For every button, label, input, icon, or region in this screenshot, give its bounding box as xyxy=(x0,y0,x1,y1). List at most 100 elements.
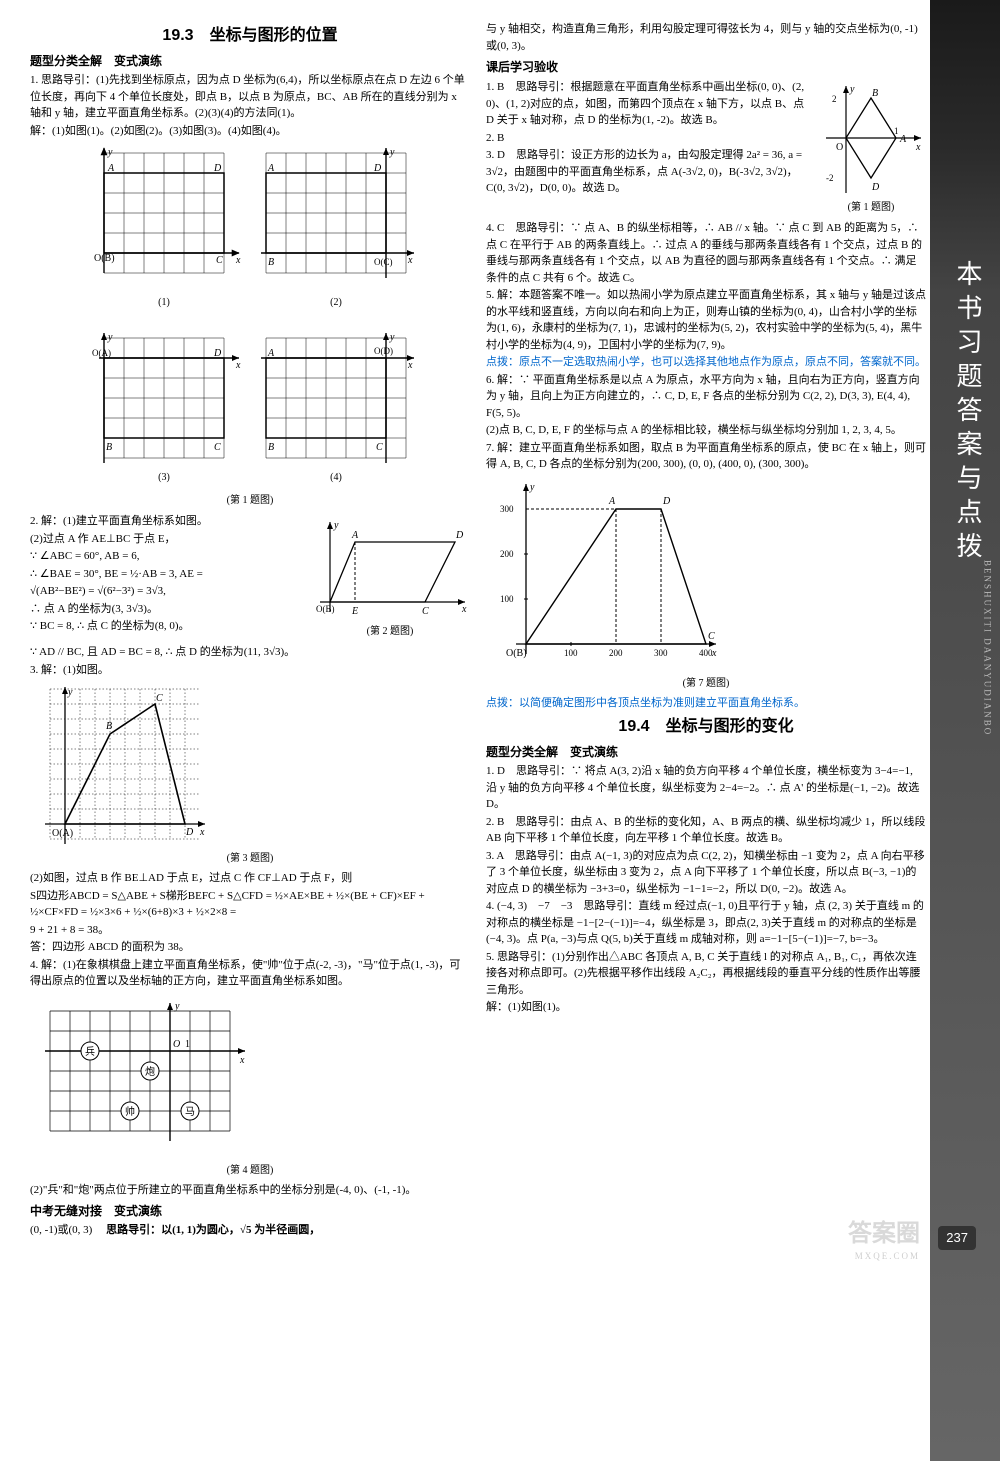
side-title: 本书习题答案与点拨 xyxy=(948,260,987,566)
svg-text:D: D xyxy=(185,827,194,838)
svg-text:D: D xyxy=(213,348,222,359)
svg-text:O(B): O(B) xyxy=(94,253,115,264)
q2-g: ∵ BC = 8, ∴ 点 C 的坐标为(8, 0)。 xyxy=(30,618,302,635)
svg-text:O: O xyxy=(173,1039,180,1050)
q3-c: S四边形ABCD = S△ABE + S梯形BEFC + S△CFD = ½×A… xyxy=(30,888,470,921)
kh1-block: 1. B 思路导引：根据题意在平面直角坐标系中画出坐标(0, 0)、(2, 0)… xyxy=(486,78,926,219)
zk-cont: 与 y 轴相交，构造直角三角形，利用勾股定理可得弦长为 4，则与 y 轴的交点坐… xyxy=(486,21,926,54)
q3-a: 3. 解：(1)如图。 xyxy=(30,662,470,679)
svg-text:2: 2 xyxy=(832,94,837,104)
fig1-2: A D B x y O(C) (2) xyxy=(256,143,416,314)
svg-text:x: x xyxy=(915,142,921,153)
svg-text:y: y xyxy=(174,1001,180,1012)
left-column: 19.3 坐标与图形的位置 题型分类全解 变式演练 1. 思路导引：(1)先找到… xyxy=(30,20,470,1240)
svg-text:y: y xyxy=(389,147,395,158)
page-number-badge: 237 xyxy=(938,1226,976,1250)
kh5b: 点拨：原点不一定选取热闹小学，也可以选择其他地点作为原点，原点不同，答案就不同。 xyxy=(486,354,926,371)
svg-text:O(C): O(C) xyxy=(374,257,393,267)
q3-d: 9 + 21 + 8 = 38。 xyxy=(30,922,470,939)
s194-q5b: 解：(1)如图(1)。 xyxy=(486,999,926,1016)
svg-text:y: y xyxy=(333,520,339,531)
svg-text:B: B xyxy=(106,721,112,732)
svg-text:B: B xyxy=(268,257,274,268)
svg-text:兵: 兵 xyxy=(85,1045,95,1058)
q1-sol: 解：(1)如图(1)。(2)如图(2)。(3)如图(3)。(4)如图(4)。 xyxy=(30,123,470,140)
svg-text:O: O xyxy=(836,142,843,153)
fig1-cap-4: (4) xyxy=(256,470,416,485)
kh7-fig-label: (第 7 题图) xyxy=(486,676,926,691)
s194-q1: 1. D 思路导引：∵ 将点 A(3, 2)沿 x 轴的负方向平移 4 个单位长… xyxy=(486,763,926,813)
svg-text:O(B): O(B) xyxy=(316,604,335,614)
svg-text:E: E xyxy=(351,606,358,617)
svg-text:y: y xyxy=(529,482,535,493)
fig2-svg: O(B) A D C E x y xyxy=(310,512,470,622)
q3-b: (2)如图，过点 B 作 BE⊥AD 于点 E，过点 C 作 CF⊥AD 于点 … xyxy=(30,870,470,887)
svg-text:炮: 炮 xyxy=(145,1065,155,1078)
kh6a: 6. 解：∵ 平面直角坐标系是以点 A 为原点，水平方向为 x 轴，且向右为正方… xyxy=(486,372,926,422)
q2-a: 2. 解：(1)建立平面直角坐标系如图。 xyxy=(30,513,302,530)
kh7-fig: O(B) 100 200 300 400 100 200 300 A D C x… xyxy=(486,474,926,691)
svg-text:400: 400 xyxy=(699,648,713,658)
zk-lead: 思路导引：以(1, 1)为圆心，√5 为半径画圆， xyxy=(106,1224,320,1236)
fig4: 兵 炮 帅 马 O 1 x y (第 4 题图) xyxy=(30,991,470,1178)
svg-text:x: x xyxy=(407,360,413,371)
kh6b: (2)点 B, C, D, E, F 的坐标与点 A 的坐标相比较，横坐标与纵坐… xyxy=(486,422,926,439)
watermark-url: MXQE.COM xyxy=(855,1250,920,1264)
q2-f: ∴ 点 A 的坐标为(3, 3√3)。 xyxy=(30,601,302,618)
subhead-kh: 课后学习验收 xyxy=(486,58,926,76)
fig1-3: O(A) D B C x y (3) xyxy=(84,318,244,489)
kh2: 2. B xyxy=(486,130,808,147)
svg-text:x: x xyxy=(235,360,241,371)
svg-text:x: x xyxy=(199,827,205,838)
svg-text:C: C xyxy=(422,606,429,617)
kh5a: 5. 解：本题答案不唯一。如以热闹小学为原点建立平面直角坐标系，其 x 轴与 y… xyxy=(486,287,926,353)
kh-fig1-svg: O 1 2 -2 B A D x y xyxy=(816,78,926,198)
zk-line: (0, -1)或(0, 3) 思路导引：以(1, 1)为圆心，√5 为半径画圆， xyxy=(30,1222,470,1239)
svg-text:y: y xyxy=(107,147,113,158)
q2-e: √(AB²−BE²) = √(6²−3²) = 3√3, xyxy=(30,583,302,600)
s194-q2: 2. B 思路导引：由点 A、B 的坐标的变化知，A、B 两点的横、纵坐标均减少… xyxy=(486,814,926,847)
svg-text:x: x xyxy=(711,648,717,659)
kh4: 4. C 思路导引：∵ 点 A、B 的纵坐标相等，∴ AB // x 轴。∵ 点… xyxy=(486,220,926,286)
svg-text:B: B xyxy=(106,442,112,453)
fig4-label: (第 4 题图) xyxy=(30,1163,470,1178)
q2-d: ∴ ∠BAE = 30°, BE = ½·AB = 3, AE = xyxy=(30,566,302,583)
fig1-cap-3: (3) xyxy=(84,470,244,485)
side-title-en: BENSHUXITI DAANYUDIANBO xyxy=(980,560,994,736)
svg-text:帅: 帅 xyxy=(125,1105,135,1118)
q3-e: 答：四边形 ABCD 的面积为 38。 xyxy=(30,939,470,956)
q2-h: ∵ AD // BC, 且 AD = BC = 8, ∴ 点 D 的坐标为(11… xyxy=(30,644,470,661)
svg-text:C: C xyxy=(156,693,163,704)
svg-text:B: B xyxy=(268,442,274,453)
subhead-194-1: 题型分类全解 变式演练 xyxy=(486,743,926,761)
q2-b: (2)过点 A 作 AE⊥BC 于点 E， xyxy=(30,531,302,548)
section-19-3-title: 19.3 坐标与图形的位置 xyxy=(30,24,470,48)
subhead-1: 题型分类全解 变式演练 xyxy=(30,52,470,70)
svg-text:A: A xyxy=(267,163,275,174)
q2-c: ∵ ∠ABC = 60°, AB = 6, xyxy=(30,548,302,565)
svg-text:A: A xyxy=(107,163,115,174)
svg-text:C: C xyxy=(214,442,221,453)
svg-text:y: y xyxy=(849,84,855,95)
svg-text:100: 100 xyxy=(500,594,514,604)
svg-text:D: D xyxy=(662,496,671,507)
watermark: 答案圈 xyxy=(848,1216,920,1252)
svg-text:C: C xyxy=(216,255,223,266)
fig3-label: (第 3 题图) xyxy=(30,851,470,866)
right-column: 与 y 轴相交，构造直角三角形，利用勾股定理可得弦长为 4，则与 y 轴的交点坐… xyxy=(486,20,926,1240)
svg-text:200: 200 xyxy=(500,549,514,559)
svg-text:A: A xyxy=(899,134,907,145)
svg-text:x: x xyxy=(407,255,413,266)
svg-text:O(A): O(A) xyxy=(92,348,111,358)
s194-q4: 4. (−4, 3) −7 −3 思路导引：直线 m 经过点(−1, 0)且平行… xyxy=(486,898,926,948)
svg-text:1: 1 xyxy=(185,1039,190,1050)
svg-text:D: D xyxy=(871,182,880,193)
fig1-cap-1: (1) xyxy=(84,295,244,310)
svg-text:D: D xyxy=(455,530,464,541)
svg-text:-2: -2 xyxy=(826,173,834,183)
kh-fig1-label: (第 1 题图) xyxy=(816,200,926,215)
svg-text:300: 300 xyxy=(500,504,514,514)
subhead-zk: 中考无缝对接 变式演练 xyxy=(30,1202,470,1220)
svg-text:y: y xyxy=(67,687,73,698)
svg-text:D: D xyxy=(373,163,382,174)
